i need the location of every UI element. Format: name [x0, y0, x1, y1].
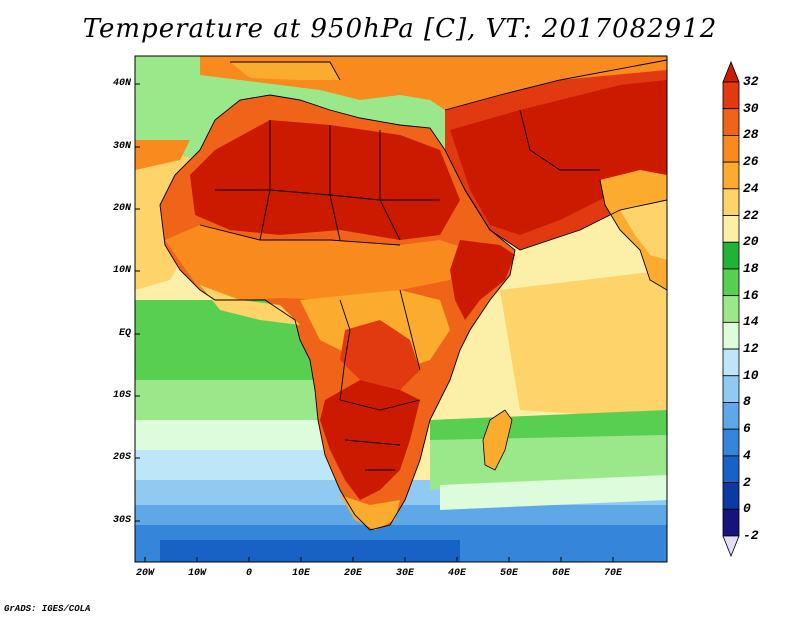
colorbar-segment — [722, 295, 740, 323]
colorbar-segment — [722, 402, 740, 430]
lat-label-20s: 20S — [112, 452, 131, 463]
colorbar-segment — [722, 508, 740, 537]
lat-label-30n: 30N — [112, 141, 131, 152]
lon-label-10e: 10E — [291, 568, 310, 579]
colorbar-segment — [722, 215, 740, 243]
colorbar-segment — [722, 188, 740, 216]
colorbar-label: 8 — [743, 394, 751, 410]
lat-label-30s: 30S — [112, 515, 131, 526]
colorbar-segment — [722, 135, 740, 163]
colorbar — [722, 60, 740, 558]
madagascar — [482, 409, 513, 471]
colorbar-label: 28 — [743, 127, 759, 143]
colorbar-segment — [722, 108, 740, 136]
temperature-field — [135, 56, 667, 562]
colorbar-segment — [722, 321, 740, 350]
colorbar-label: 18 — [743, 260, 759, 276]
colorbar-label: 14 — [743, 314, 759, 330]
colorbar-bottom-triangle — [722, 535, 740, 558]
lat-ticks — [135, 83, 140, 522]
colorbar-label: 22 — [743, 207, 759, 223]
colorbar-label: 2 — [743, 474, 751, 490]
lon-label-60e: 60E — [551, 568, 570, 579]
lon-label-40e: 40E — [447, 568, 466, 579]
colorbar-label: 10 — [743, 367, 759, 383]
lat-label-eq: EQ — [118, 328, 131, 339]
colorbar-segment — [722, 455, 740, 483]
colorbar-label: 32 — [743, 74, 759, 89]
colorbar-segment — [722, 482, 740, 510]
lat-label-20n: 20N — [112, 203, 131, 214]
colorbar-segment — [722, 241, 740, 270]
colorbar-top-triangle — [722, 60, 740, 83]
colorbar-label: 24 — [743, 180, 759, 196]
lon-label-20e: 20E — [343, 568, 362, 579]
chart-title: Temperature at 950hPa [C], VT: 201708291… — [82, 14, 718, 44]
lon-label-20w: 20W — [135, 568, 154, 579]
coastline-borders — [159, 59, 668, 531]
colorbar-label: 20 — [743, 234, 759, 250]
colorbar-label: 16 — [743, 287, 759, 303]
colorbar-segment — [722, 161, 740, 190]
colorbar-segment — [722, 428, 740, 457]
map-frame — [134, 55, 668, 563]
colorbar-segment — [722, 348, 740, 377]
colorbar-label: 12 — [743, 341, 759, 357]
colorbar-segment — [722, 268, 740, 297]
lon-label-70e: 70E — [603, 568, 622, 579]
lat-label-40n: 40N — [112, 78, 131, 89]
footer-credit: GrADS: IGES/COLA — [4, 604, 91, 614]
colorbar-label: 30 — [743, 100, 759, 116]
lon-label-50e: 50E — [499, 568, 518, 579]
colorbar-label: 0 — [743, 501, 751, 517]
colorbar-label: -2 — [743, 528, 759, 543]
colorbar-segment — [722, 81, 740, 110]
lon-label-10w: 10W — [187, 568, 206, 579]
colorbar-label: 26 — [743, 154, 759, 170]
colorbar-label: 4 — [743, 447, 751, 463]
colorbar-segment — [722, 375, 740, 403]
lat-label-10n: 10N — [112, 265, 131, 276]
lon-ticks — [144, 557, 614, 562]
lon-label-30e: 30E — [395, 568, 414, 579]
lon-label-0: 0 — [245, 568, 252, 579]
colorbar-label: 6 — [743, 421, 751, 437]
lat-label-10s: 10S — [112, 390, 131, 401]
